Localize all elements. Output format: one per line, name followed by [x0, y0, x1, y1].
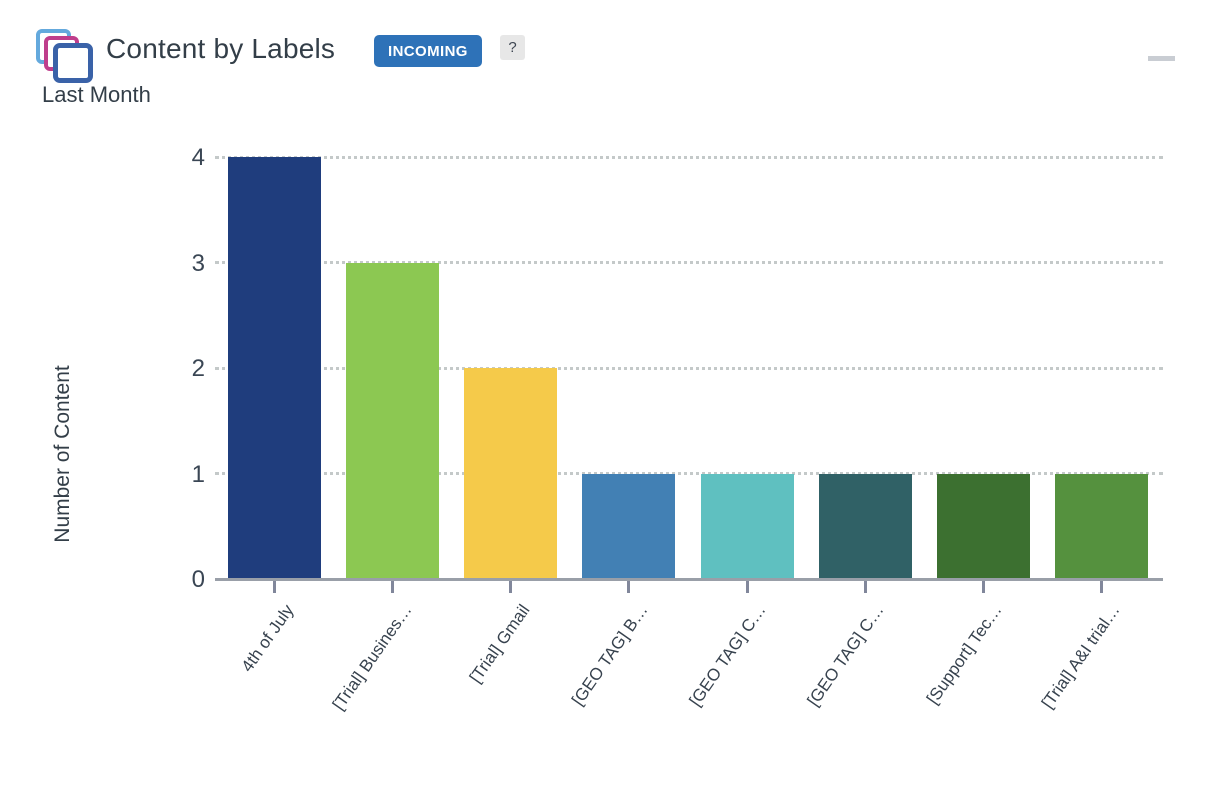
gridline — [215, 155, 1163, 159]
x-tick-mark — [509, 581, 513, 593]
x-tick-mark — [1099, 581, 1103, 593]
x-tick-mark — [863, 581, 867, 593]
y-tick-label: 3 — [191, 249, 205, 277]
bar-6[interactable] — [818, 473, 912, 579]
x-tick-mark — [391, 581, 395, 593]
bar-4[interactable] — [582, 473, 676, 579]
hamburger-menu-icon[interactable] — [1148, 43, 1175, 69]
x-axis-line — [215, 578, 1163, 581]
gridline — [215, 261, 1163, 264]
y-tick-label: 1 — [191, 460, 205, 488]
gadget-header: Content by Labels INCOMING ? Last Month — [0, 0, 1216, 130]
bar-2[interactable] — [346, 262, 440, 579]
bar-1[interactable] — [228, 157, 321, 579]
x-tick-mark — [981, 581, 985, 593]
gridline — [215, 366, 1163, 370]
bar-3[interactable] — [464, 368, 558, 579]
y-tick-label: 4 — [191, 144, 205, 171]
bar-7[interactable] — [936, 473, 1030, 579]
y-tick-label: 0 — [191, 566, 205, 593]
stacked-page-front — [53, 43, 93, 83]
gridline — [215, 472, 1163, 475]
stacked-pages-icon — [36, 28, 96, 86]
y-axis-title: Number of Content — [51, 365, 74, 543]
incoming-badge[interactable]: INCOMING — [374, 35, 482, 67]
bar-5[interactable] — [700, 473, 794, 579]
x-category-label: [Trial] A&I trial… — [1038, 601, 1125, 712]
y-tick-label: 2 — [191, 355, 205, 382]
gadget-title: Content by Labels — [106, 33, 336, 64]
x-tick-mark — [745, 581, 749, 593]
x-tick-mark — [273, 581, 276, 593]
bar-8[interactable] — [1054, 473, 1148, 579]
x-tick-mark — [627, 581, 631, 593]
chart-subtitle: Last Month — [42, 82, 151, 107]
help-icon[interactable]: ? — [500, 35, 525, 60]
